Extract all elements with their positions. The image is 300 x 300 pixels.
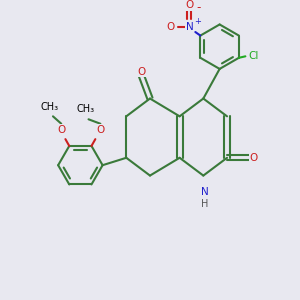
Text: N: N [201,187,209,197]
Text: O: O [96,125,104,135]
Text: O: O [137,67,145,77]
Text: O: O [185,0,194,11]
Text: H: H [201,199,208,209]
Text: Cl: Cl [248,51,259,61]
Text: O: O [250,153,258,163]
Text: O: O [167,22,175,32]
Text: O: O [57,125,65,135]
Text: +: + [194,17,201,26]
Text: N: N [185,22,193,32]
Text: CH₃: CH₃ [41,102,59,112]
Text: -: - [197,1,201,14]
Text: CH₃: CH₃ [76,104,94,114]
